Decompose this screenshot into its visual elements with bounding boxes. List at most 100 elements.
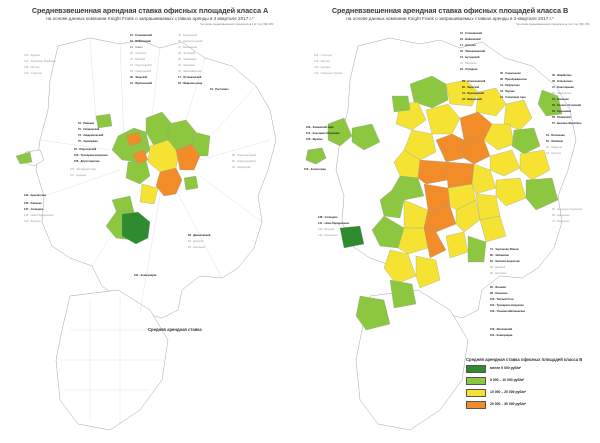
legend-item-5000-10000: 5 000 – 10 000 руб/м² [466,377,596,387]
class-b-map-panel: 15 · Головинский 16 · Войковский 17 · Ко… [300,0,600,443]
svg-text:75 · Черемушки: 75 · Черемушки [78,139,98,143]
svg-text:126 · Митино: 126 · Митино [314,59,330,63]
district-b-center-north [425,103,461,135]
legend-swatch [466,377,486,386]
svg-text:16 · Войковский: 16 · Войковский [130,39,151,43]
svg-text:109 · Филевский парк: 109 · Филевский парк [306,125,334,129]
svg-text:141 · Ново-Переделкино: 141 · Ново-Переделкино [318,221,350,225]
svg-text:56 · Рязанский: 56 · Рязанский [552,115,571,119]
district-b-south-2 [423,183,451,211]
svg-text:16 · Войковский: 16 · Войковский [460,37,481,41]
svg-text:123 · Хорошево-Мневники: 123 · Хорошево-Мневники [24,59,56,63]
svg-text:22 · Марфино: 22 · Марфино [460,61,477,65]
district-b-south-7 [479,215,507,243]
svg-text:44 · Соколиная гора: 44 · Соколиная гора [500,95,526,99]
svg-text:145 · Внуково: 145 · Внуково [24,219,41,223]
svg-text:88 · Южнопортовый: 88 · Южнопортовый [232,153,256,157]
svg-text:111 · Кунцево: 111 · Кунцево [70,173,87,177]
svg-text:106 · Очаково-Матвеевское: 106 · Очаково-Матвеевское [490,309,526,313]
svg-text:15 · Головинский: 15 · Головинский [130,33,152,37]
district-b-north-2 [445,79,479,107]
district-labels-a: 15 · Головинский 16 · Войковский 24 · Со… [24,33,256,277]
svg-text:50 · Ивановское: 50 · Ивановское [552,91,572,95]
class-a-legend-title: Средняя арендная ставка [148,327,202,332]
svg-text:74 · Чертаново Южное: 74 · Чертаново Южное [490,247,519,251]
legend-item-under-5000: менее 5 000 руб/м² [466,365,596,375]
svg-text:84 · Донской: 84 · Донской [188,239,204,243]
svg-text:46 · Новокосино: 46 · Новокосино [552,79,573,83]
svg-text:25 · Аэропорт: 25 · Аэропорт [130,51,147,55]
district-a-center-south [155,167,183,197]
svg-text:164 · Коммунарка: 164 · Коммунарка [490,333,513,337]
district-b-south [445,161,475,189]
class-b-rate-districts [305,75,563,331]
svg-text:45 · Измайлово: 45 · Измайлово [552,73,572,77]
district-b-new-moscow-1 [355,295,391,331]
class-a-map-panel: 15 · Головинский 16 · Войковский 24 · Со… [15,6,277,431]
svg-text:27 · Хорошевский: 27 · Хорошевский [130,63,152,67]
svg-text:64 · Раменки: 64 · Раменки [78,121,95,125]
svg-text:93 · Лефортово: 93 · Лефортово [232,165,251,169]
district-labels-b: 15 · Головинский 16 · Войковский 17 · Ко… [304,31,583,337]
svg-text:106 · Дорогомилово: 106 · Дорогомилово [74,159,100,163]
district-b-southwest-2 [371,215,405,249]
district-a-east [191,131,211,157]
svg-text:31 · Пресненский: 31 · Пресненский [462,91,484,95]
svg-text:15 · Головинский: 15 · Головинский [460,31,482,35]
svg-text:43 · Перово: 43 · Перово [500,89,515,93]
svg-text:57 · Выхино-Жулебино: 57 · Выхино-Жулебино [552,121,582,125]
district-b-south-6 [455,199,481,233]
svg-text:42 · Замоскворечье: 42 · Замоскворечье [178,69,202,73]
svg-text:120 · Щукино: 120 · Щукино [306,137,323,141]
legend-item-20000-30000: 20 000 – 30 000 руб/м² [466,401,596,411]
svg-text:36 · Красносельский: 36 · Красносельский [178,39,203,43]
svg-text:47 · Новогиреево: 47 · Новогиреево [552,85,574,89]
legend-label: 10 000 – 20 000 руб/м² [490,390,527,395]
svg-text:21 · Бутырский: 21 · Бутырский [460,55,480,59]
moscow-outline-a [21,37,277,431]
svg-text:20 · Тимирязевский: 20 · Тимирязевский [460,49,485,53]
svg-text:100 · Тропарево-Никулино: 100 · Тропарево-Никулино [74,153,108,157]
district-b-dark [339,225,365,249]
district-b-far-west [327,117,353,147]
svg-text:95 · Ясенево: 95 · Ясенево [490,285,507,289]
district-b-south-5 [423,205,457,233]
svg-text:84 · Орехово-Борисово: 84 · Орехово-Борисово [490,259,520,263]
svg-text:98 · Коньково: 98 · Коньково [490,291,508,295]
district-b-center-2 [463,139,491,165]
svg-text:88 · Донской: 88 · Донской [490,265,506,269]
svg-text:55 · Кузьминки: 55 · Кузьминки [552,109,571,113]
district-b-west [403,129,437,161]
legend-label: 5 000 – 10 000 руб/м² [490,378,525,383]
district-b-east-4 [519,149,551,181]
district-b-east-3 [511,127,541,155]
svg-text:80 · Зябликово: 80 · Зябликово [490,253,510,257]
legend-swatch [466,401,486,410]
legend-item-10000-20000: 10 000 – 20 000 руб/м² [466,389,596,399]
district-b-new-moscow-2 [389,279,417,309]
svg-text:124 · Строгино: 124 · Строгино [314,53,332,57]
district-b-far-south [415,255,441,289]
svg-text:36 · Преображенское: 36 · Преображенское [500,77,527,81]
district-b-southwest-3 [397,227,429,255]
svg-text:112 · Хорошево-Мневники: 112 · Хорошево-Мневники [306,131,340,135]
svg-text:133 · Раменки: 133 · Раменки [24,201,42,205]
svg-text:53 · Косино-Ухтомский: 53 · Косино-Ухтомский [552,103,581,107]
class-a-source-note: *на основе средневзвешенного показателя … [200,23,274,26]
svg-text:40 · Якиманка: 40 · Якиманка [178,63,195,67]
district-b-south-east [471,163,497,195]
district-a-presnya [125,131,143,147]
legend-label: менее 5 000 руб/м² [490,366,522,371]
district-b-east-2 [483,123,515,151]
svg-text:17 · Коптево: 17 · Коптево [460,43,476,47]
class-b-map-title: Средневзвешенная арендная ставка офисных… [331,6,569,15]
svg-text:24 · Сокол: 24 · Сокол [130,45,143,49]
svg-text:73 · Бирюлево: 73 · Бирюлево [552,219,570,223]
svg-text:128 · Митино: 128 · Митино [24,65,40,69]
svg-text:39 · Хамовники: 39 · Хамовники [178,57,197,61]
svg-text:164 · Коммунарка: 164 · Коммунарка [134,273,157,277]
class-b-legend: Средняя арендная ставка офисных площадей… [466,357,596,413]
svg-text:70 · Гагаринский: 70 · Гагаринский [78,127,100,131]
district-b-north-west [391,95,411,113]
class-b-map-subtitle: на основе данных компании Knight Frank о… [346,16,554,21]
